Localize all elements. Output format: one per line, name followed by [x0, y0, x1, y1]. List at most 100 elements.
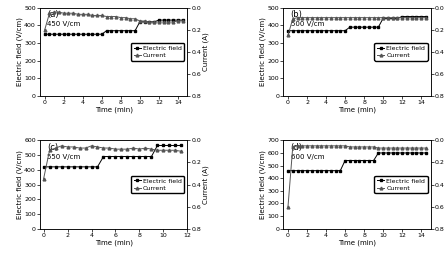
Electric field: [99, 33, 104, 36]
Line: Current: Current: [44, 11, 184, 31]
Electric field: [143, 155, 148, 158]
Current: [107, 146, 112, 150]
Current: [409, 146, 414, 150]
Current: [119, 148, 124, 151]
Legend: Electric field, Current: Electric field, Current: [131, 176, 184, 193]
Line: Electric field: Electric field: [42, 144, 183, 168]
Electric field: [309, 29, 314, 32]
Electric field: [419, 151, 424, 154]
Electric field: [131, 155, 136, 158]
Electric field: [61, 33, 67, 36]
Current: [314, 144, 319, 148]
Electric field: [361, 159, 367, 162]
Electric field: [71, 165, 76, 168]
Electric field: [125, 155, 130, 158]
X-axis label: Time (min): Time (min): [95, 239, 133, 246]
X-axis label: Time (min): Time (min): [338, 107, 376, 113]
Electric field: [409, 15, 414, 18]
Electric field: [47, 33, 52, 36]
Electric field: [285, 169, 291, 172]
Line: Current: Current: [42, 144, 183, 180]
Electric field: [59, 165, 64, 168]
Current: [180, 20, 185, 23]
Current: [83, 146, 88, 150]
Current: [149, 148, 154, 151]
Current: [414, 146, 419, 150]
Text: (c): (c): [48, 143, 59, 152]
Electric field: [352, 159, 357, 162]
Current: [342, 144, 348, 148]
Legend: Electric field, Current: Electric field, Current: [374, 176, 428, 193]
Current: [395, 16, 400, 19]
Current: [42, 28, 48, 31]
Y-axis label: Electric field (V/cm): Electric field (V/cm): [16, 17, 23, 86]
Electric field: [66, 33, 71, 36]
Current: [131, 146, 136, 150]
Electric field: [342, 159, 348, 162]
Electric field: [123, 29, 128, 32]
Current: [376, 146, 381, 150]
Electric field: [419, 15, 424, 18]
Electric field: [42, 33, 48, 36]
Electric field: [113, 29, 119, 32]
Current: [390, 16, 395, 19]
Current: [113, 15, 119, 18]
Current: [381, 146, 386, 150]
Electric field: [53, 165, 58, 168]
Current: [52, 11, 57, 14]
Current: [333, 16, 338, 19]
Electric field: [404, 151, 409, 154]
Electric field: [357, 26, 362, 29]
Current: [295, 16, 300, 19]
Electric field: [319, 29, 324, 32]
Current: [80, 13, 85, 16]
Electric field: [409, 151, 414, 154]
Current: [414, 16, 419, 19]
Current: [390, 146, 395, 150]
Electric field: [118, 29, 123, 32]
Electric field: [109, 29, 114, 32]
Current: [337, 144, 343, 148]
Current: [319, 144, 324, 148]
Current: [161, 21, 166, 24]
Current: [352, 16, 357, 19]
Current: [371, 145, 376, 149]
Electric field: [80, 33, 85, 36]
Current: [113, 148, 118, 151]
Current: [285, 205, 291, 208]
Electric field: [175, 19, 181, 22]
Electric field: [151, 20, 157, 23]
Legend: Electric field, Current: Electric field, Current: [374, 43, 428, 61]
Electric field: [290, 29, 295, 32]
Current: [385, 16, 391, 19]
Line: Current: Current: [287, 144, 427, 208]
Current: [309, 144, 314, 148]
Electric field: [75, 33, 81, 36]
Current: [300, 16, 305, 19]
Current: [357, 16, 362, 19]
Current: [304, 16, 309, 19]
Current: [137, 148, 142, 151]
Electric field: [381, 17, 386, 20]
Electric field: [180, 19, 185, 22]
Current: [400, 146, 405, 150]
Y-axis label: Electric field (V/cm): Electric field (V/cm): [259, 17, 266, 86]
Current: [285, 34, 291, 37]
Current: [347, 145, 353, 149]
Electric field: [137, 20, 143, 23]
Current: [142, 20, 147, 23]
Current: [423, 16, 428, 19]
Current: [361, 16, 367, 19]
Current: [71, 145, 76, 149]
Electric field: [314, 169, 319, 172]
Current: [314, 16, 319, 19]
Electric field: [89, 165, 94, 168]
Current: [41, 178, 46, 181]
Electric field: [95, 165, 100, 168]
Electric field: [395, 151, 400, 154]
Electric field: [295, 29, 300, 32]
Electric field: [300, 169, 305, 172]
Electric field: [41, 165, 46, 168]
Electric field: [385, 17, 391, 20]
Electric field: [385, 151, 391, 154]
